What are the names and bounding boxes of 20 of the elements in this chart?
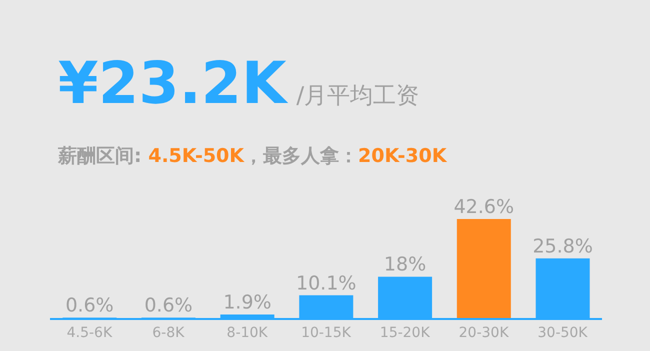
x-tick-label: 8-10K <box>226 324 268 341</box>
x-tick-label: 15-20K <box>380 324 431 341</box>
data-label: 1.9% <box>223 292 272 314</box>
x-tick-label: 4.5-6K <box>66 324 113 341</box>
data-label: 0.6% <box>144 294 193 317</box>
data-label: 0.6% <box>65 294 114 317</box>
data-label: 42.6% <box>454 196 514 218</box>
text: 薪酬区间: <box>58 145 143 167</box>
x-tick-label: 10-15K <box>301 324 352 341</box>
text: ，最多人拿： <box>244 145 358 167</box>
x-tick-label: 20-30K <box>458 324 510 341</box>
x-tick-label: 6-8K <box>152 324 186 341</box>
data-label: 18% <box>384 254 426 276</box>
chart-title: ¥23.2K <box>58 48 286 118</box>
text: 4.5K-50K <box>148 145 244 167</box>
text: 20K-30K <box>358 145 447 167</box>
data-label: 10.1% <box>296 272 356 294</box>
chart-subtitle: /月平均工资 <box>296 82 420 111</box>
data-label: 25.8% <box>532 235 593 258</box>
x-tick-label: 30-50K <box>538 324 588 341</box>
